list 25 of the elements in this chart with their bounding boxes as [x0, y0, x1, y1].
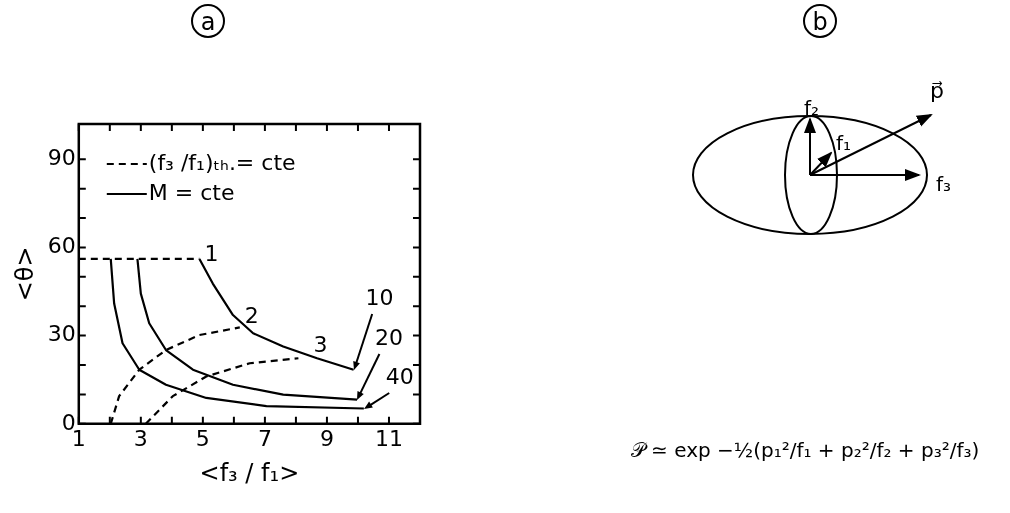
- x-tick-label: 3: [133, 425, 148, 451]
- annotation: 40: [385, 364, 414, 390]
- text: f₂: [804, 96, 820, 120]
- legend-label: (f₃ /f₁)ₜₕ.= cte: [148, 149, 296, 175]
- annotation: 2: [244, 303, 259, 329]
- text: f₃: [936, 172, 952, 196]
- y-tick-label: 30: [47, 321, 76, 347]
- text: 𝒫 ≃ exp −½(p₁²/f₁ + p₂²/f₂ + p₃²/f₃): [630, 438, 980, 462]
- x-tick-label: 7: [257, 425, 272, 451]
- annotation: 3: [313, 331, 328, 357]
- y-tick-label: 90: [47, 144, 76, 170]
- y-axis-title: <θ>: [10, 246, 39, 302]
- text: b: [803, 4, 837, 38]
- text: f₁: [836, 131, 852, 155]
- x-axis-title: <f₃ / f₁>: [199, 458, 300, 487]
- annotation: 20: [375, 325, 404, 351]
- y-tick-label: 60: [47, 233, 76, 259]
- x-tick-label: 11: [374, 425, 403, 451]
- annotation: 10: [365, 285, 394, 311]
- annotation: 1: [204, 240, 219, 266]
- text: p⃗: [930, 78, 944, 103]
- legend-label: M = cte: [148, 179, 235, 205]
- x-tick-label: 9: [319, 425, 334, 451]
- x-tick-label: 5: [195, 425, 210, 451]
- chart-title: a: [191, 4, 225, 38]
